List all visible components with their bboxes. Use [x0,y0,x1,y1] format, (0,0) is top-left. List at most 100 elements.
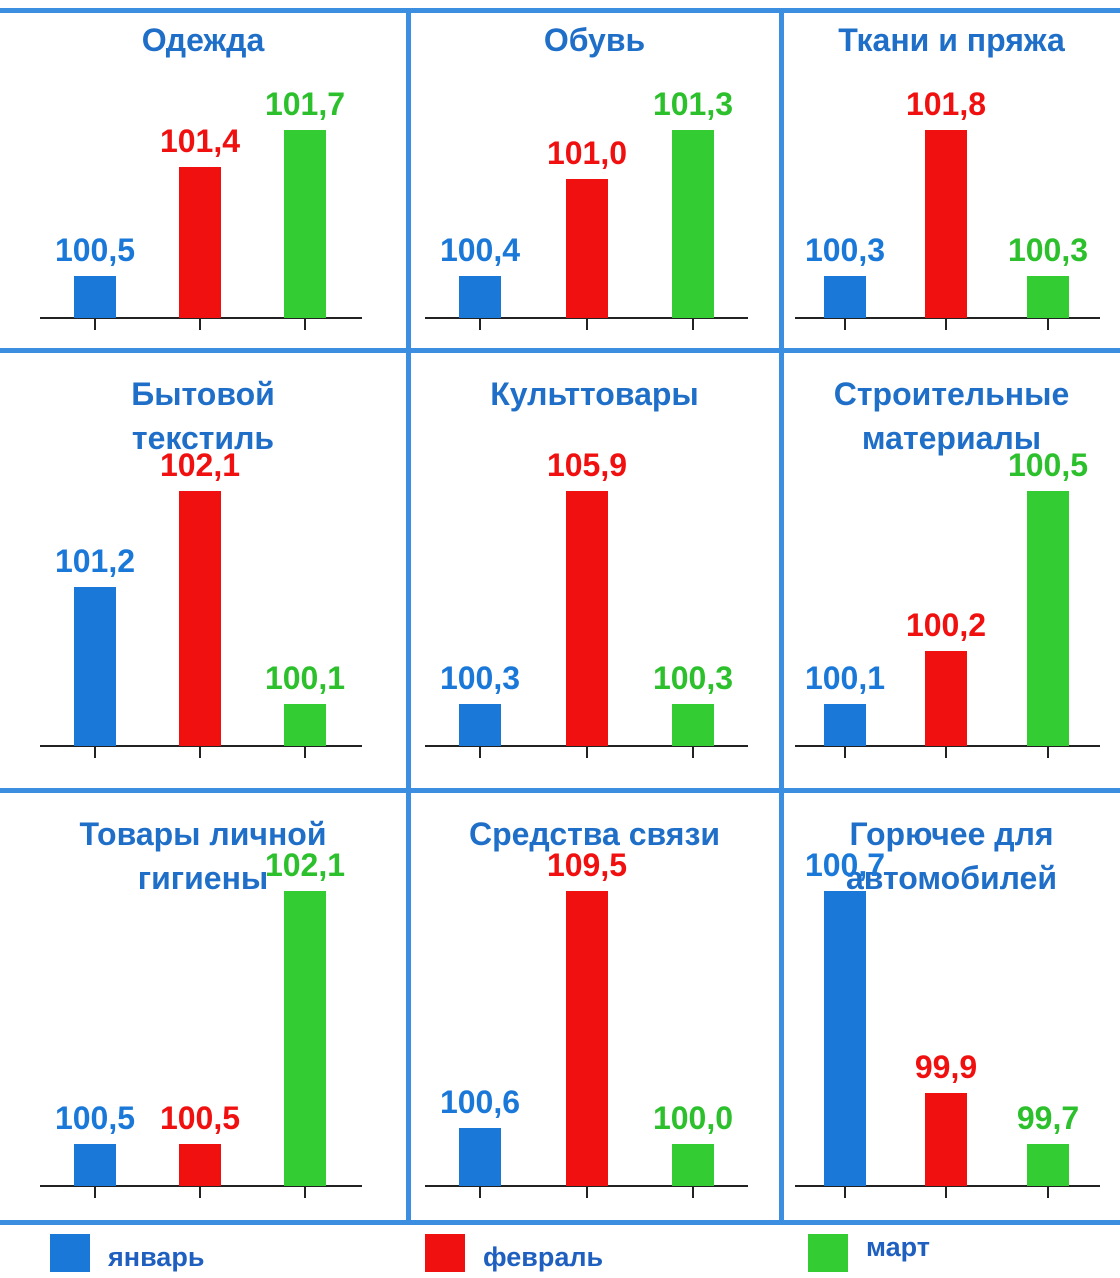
legend-label: февраль [483,1242,604,1272]
value-label: 100,5 [54,232,136,268]
baseline [795,1185,1100,1187]
value-label: 101,2 [54,542,136,579]
bar [566,491,608,746]
value-label: 100,0 [652,1100,734,1136]
legend-swatch [50,1234,90,1272]
tick [94,746,96,758]
value-label: 100,3 [652,660,734,696]
chart-title: Горючее для автомобилей [845,816,1058,896]
legend-swatch [425,1234,465,1272]
value-label: 100,5 [159,1100,241,1136]
tick [586,1186,588,1198]
bar [74,586,116,746]
chart-title: Товары личной гигиены [79,816,327,896]
value-label: 102,1 [264,847,346,883]
tick [304,318,306,330]
legend-swatch [808,1234,848,1272]
tick [844,746,846,758]
tick [1047,746,1049,758]
bar [459,704,501,746]
bar [74,1144,116,1186]
value-label: 100,6 [439,1084,521,1121]
tick [945,746,947,758]
value-label: 100,3 [439,660,521,696]
tick [586,318,588,330]
bar [824,276,866,318]
tick [199,746,201,758]
bar [925,650,967,746]
bar [284,891,326,1186]
bar [1027,276,1069,318]
tick [1047,318,1049,330]
value-label: 101,4 [159,122,241,159]
value-label: 101,8 [905,86,987,122]
bar [179,1144,221,1186]
tick [94,318,96,330]
bar [824,704,866,746]
bar [824,891,866,1186]
tick [479,318,481,330]
value-label: 105,9 [546,447,628,483]
bar [925,1093,967,1186]
tick [479,1186,481,1198]
value-label: 100,1 [264,660,346,696]
bar [672,130,714,318]
tick [692,318,694,330]
divider [779,8,784,1225]
baseline [40,1185,362,1187]
tick [844,1186,846,1198]
chart-title: Ткани и пряжа [838,22,1065,58]
legend-label: январь [108,1242,205,1272]
tick [844,318,846,330]
value-label: 109,5 [546,847,628,883]
tick [479,746,481,758]
bar [1027,491,1069,746]
chart-title: Средства связи [468,816,721,852]
bar [459,276,501,318]
divider [0,788,1120,793]
bar [672,704,714,746]
value-label: 101,3 [652,86,734,122]
tick [586,746,588,758]
divider [406,8,411,1225]
chart-title: Бытовой текстиль [131,376,275,456]
legend-label: март [866,1232,930,1262]
value-label: 100,7 [804,847,886,883]
bar [74,276,116,318]
divider [0,8,1120,13]
value-label: 100,3 [1007,232,1089,268]
tick [692,1186,694,1198]
tick [945,1186,947,1198]
divider [0,348,1120,353]
tick [304,1186,306,1198]
tick [304,746,306,758]
value-label: 100,2 [905,606,987,643]
value-label: 100,1 [804,660,886,696]
bar [925,130,967,318]
bar [284,704,326,746]
bar [459,1128,501,1186]
baseline [40,745,362,747]
bar [566,891,608,1186]
baseline [40,317,362,319]
value-label: 99,9 [914,1049,978,1086]
baseline [795,317,1100,319]
tick [94,1186,96,1198]
bar [284,130,326,318]
tick [1047,1186,1049,1198]
chart-title: Культтовары [490,376,699,412]
chart-title: Одежда [141,22,265,58]
baseline [795,745,1100,747]
bar [1027,1144,1069,1186]
bar [179,166,221,318]
value-label: 100,4 [439,232,521,268]
tick [692,746,694,758]
bar [566,178,608,318]
tick [199,1186,201,1198]
value-label: 101,0 [546,134,628,171]
value-label: 100,3 [804,232,886,268]
value-label: 99,7 [1016,1100,1080,1136]
value-label: 100,5 [54,1100,136,1136]
bar [672,1144,714,1186]
